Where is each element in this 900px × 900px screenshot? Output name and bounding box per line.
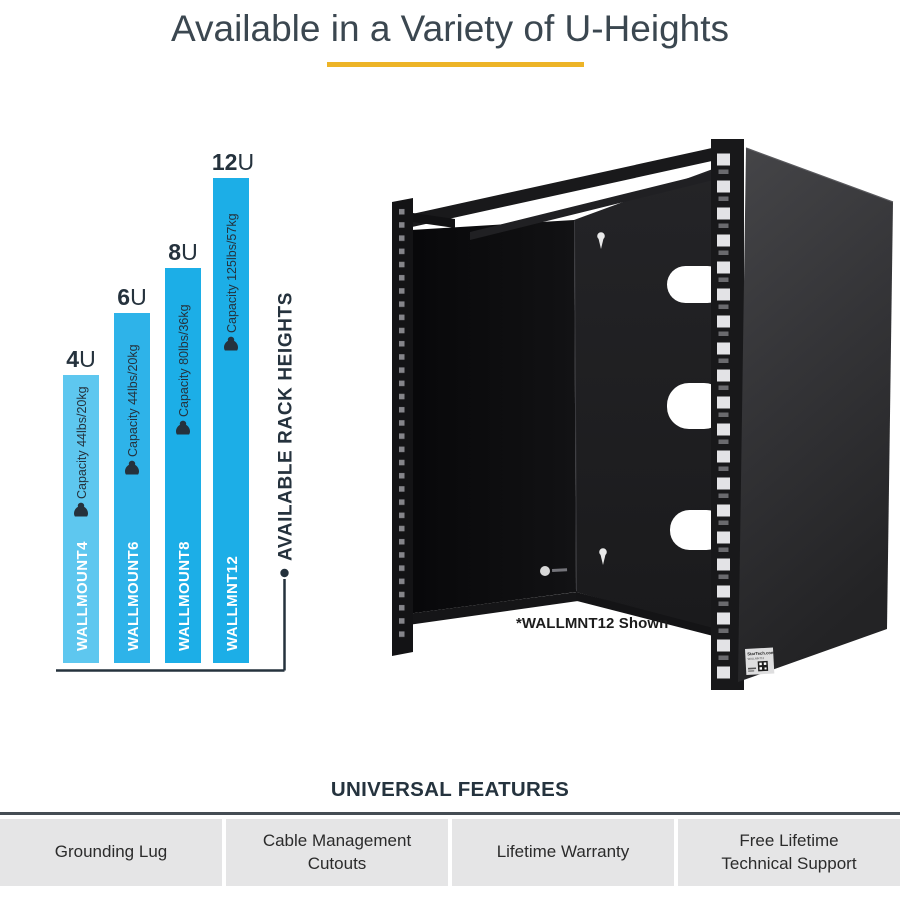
capacity-label-4u: Capacity 44lbs/20kg (75, 386, 89, 499)
wall-mount-rack-photo: StarTech.com WALLMNT12 (392, 139, 894, 690)
startech-label: StarTech.com WALLMNT12 (745, 647, 775, 675)
svg-text:WALLMNT12: WALLMNT12 (747, 656, 764, 661)
right-rail-holes (716, 150, 732, 682)
keyhole-slot-bottom-icon (599, 548, 607, 565)
grounding-screw-icon (540, 566, 568, 576)
u-label-8u: 8U (168, 239, 197, 265)
callout-dot (280, 568, 289, 578)
features-heading: UNIVERSAL FEATURES (330, 778, 570, 801)
features-table: Grounding Lug Cable Management Cutouts L… (0, 819, 900, 886)
top-rear-rail (470, 170, 721, 240)
bar-4u (63, 375, 99, 663)
right-panel-top-edge (745, 147, 894, 203)
weight-icon (74, 336, 238, 517)
panel-fold-edge (574, 220, 577, 592)
feature-cell-cable-management: Cable Management Cutouts (226, 819, 448, 886)
u-label-12u: 12U (212, 149, 254, 175)
u-label-4u: 4U (66, 346, 95, 372)
feature-cell-tech-support: Free Lifetime Technical Support (678, 819, 900, 886)
model-label-wallmount4: WALLMOUNT4 (74, 541, 91, 651)
product-caption: *WALLMNT12 Shown (516, 615, 669, 632)
rack-heights-annotation: AVAILABLE RACK HEIGHTS (276, 292, 297, 561)
capacity-label-12u: Capacity 125lbs/57kg (225, 213, 239, 333)
model-label-wallmount8: WALLMOUNT8 (176, 541, 193, 651)
model-label-wallmnt12: WALLMNT12 (224, 556, 241, 651)
keyhole-slot-top-icon (597, 232, 605, 249)
feature-cell-grounding-lug: Grounding Lug (0, 819, 222, 886)
title-underline-accent (327, 62, 584, 67)
bar-12u (213, 178, 249, 663)
capacity-label-8u: Capacity 80lbs/36kg (177, 304, 191, 417)
u-label-6u: 6U (117, 284, 146, 310)
right-side-panel (738, 148, 893, 682)
top-front-rail (403, 146, 721, 229)
bar-8u (165, 268, 201, 663)
feature-cell-lifetime-warranty: Lifetime Warranty (452, 819, 674, 886)
features-divider (0, 812, 900, 815)
capacity-label-6u: Capacity 44lbs/20kg (126, 344, 140, 457)
left-rail-holes (397, 206, 409, 644)
page-title: Available in a Variety of U-Heights (170, 8, 730, 49)
left-side-panel (399, 220, 576, 615)
svg-text:StarTech.com: StarTech.com (747, 650, 775, 656)
bar-6u (114, 313, 150, 663)
qr-code-icon (757, 660, 769, 672)
u-height-bar-chart: 4U 6U 8U 12U Capacity 44lbs/20kg Capacit… (56, 149, 297, 672)
model-label-wallmount6: WALLMOUNT6 (125, 541, 142, 651)
bottom-flange (399, 592, 578, 626)
bottom-flange-right (576, 592, 721, 638)
